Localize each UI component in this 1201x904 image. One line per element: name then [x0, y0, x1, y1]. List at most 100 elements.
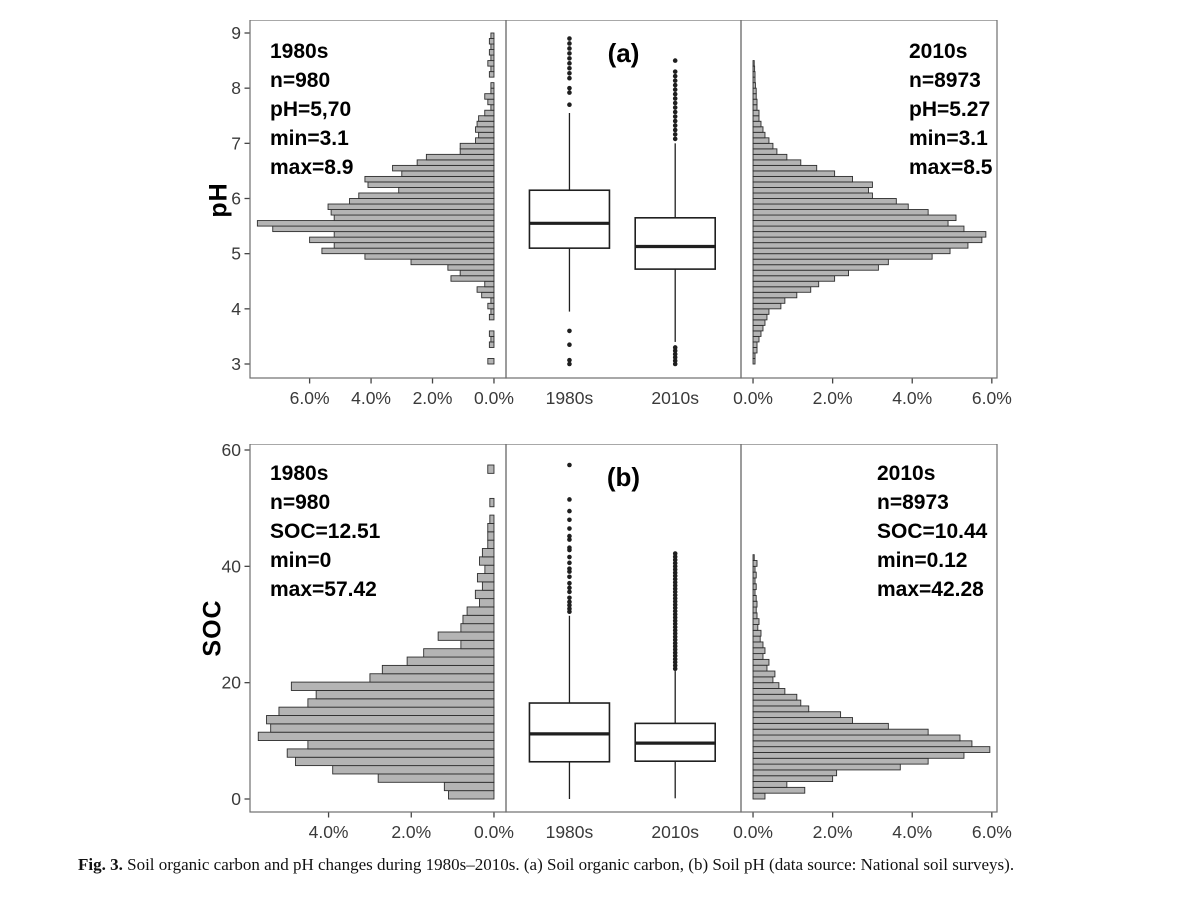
histogram-bar — [401, 170, 495, 177]
histogram-bar — [460, 623, 495, 633]
histogram-bar — [488, 341, 495, 348]
histogram-bar — [406, 656, 495, 666]
outlier-dot — [567, 497, 572, 502]
outlier-dot — [672, 100, 678, 106]
outlier-dot — [567, 462, 572, 468]
outlier-dot — [672, 58, 678, 63]
histogram-bar — [752, 734, 961, 742]
outlier-dot — [567, 61, 572, 66]
histogram-bar — [752, 775, 834, 783]
histogram-bar — [257, 731, 495, 742]
histogram-bar — [752, 722, 889, 730]
outlier-dot — [567, 560, 572, 566]
outlier-dot — [672, 653, 678, 659]
outlier-dot — [567, 526, 572, 531]
histogram-bar — [752, 291, 798, 299]
histogram-bar — [752, 148, 778, 155]
x-tick-label: 0.0% — [474, 388, 514, 408]
histogram-bar — [752, 589, 756, 596]
outlier-dot — [567, 56, 572, 61]
y-tick-label: 60 — [222, 444, 242, 460]
histogram-bar — [752, 792, 766, 800]
outlier-dot — [672, 118, 678, 124]
histogram-bar — [752, 87, 757, 95]
outlier-dot — [672, 637, 678, 643]
outlier-dot — [567, 603, 572, 608]
histogram-bar — [484, 564, 495, 575]
histogram-bar — [752, 65, 756, 73]
histogram-bar — [752, 175, 853, 183]
outlier-dot — [567, 589, 572, 595]
histogram-bar — [488, 330, 495, 337]
outlier-dot — [672, 136, 678, 142]
boxplot-1980s-soc — [528, 462, 611, 799]
histogram-bar — [487, 60, 495, 67]
histogram-bar — [752, 198, 897, 205]
figure-caption: Fig. 3. Soil organic carbon and pH chang… — [78, 855, 1140, 875]
outlier-dot — [672, 647, 678, 652]
histogram-bar — [330, 209, 495, 216]
histogram-bar — [752, 258, 889, 266]
histogram-bar — [752, 341, 758, 348]
outlier-dot — [672, 583, 678, 588]
outlier-dot — [672, 69, 678, 74]
outlier-dot — [672, 109, 678, 115]
histogram-bar — [752, 612, 758, 620]
outlier-dot — [567, 554, 572, 560]
histogram-bar — [490, 43, 495, 50]
x-tick-label: 6.0% — [972, 388, 1012, 408]
x-tick-label: 4.0% — [351, 388, 391, 408]
outlier-dot — [672, 631, 678, 636]
histogram-bar — [752, 717, 853, 724]
histogram-bar — [487, 98, 495, 106]
outlier-dot — [567, 70, 572, 76]
histogram-bar — [752, 236, 983, 244]
annotation-1980s-soc-line: 1980s — [270, 462, 328, 485]
outlier-dot — [567, 46, 572, 51]
histogram-bar — [752, 358, 756, 365]
outlier-dot — [567, 357, 572, 363]
histogram-bar — [487, 358, 495, 365]
histogram-bar — [490, 87, 495, 95]
histogram-bar — [752, 711, 842, 719]
histogram-bar — [475, 137, 495, 144]
outlier-dot — [672, 624, 678, 630]
boxplot-2010s-soc — [634, 551, 716, 799]
outlier-dot — [672, 573, 678, 579]
x-tick-label: 2.0% — [813, 388, 853, 408]
x-tick-label: 6.0% — [972, 822, 1012, 842]
annotation-1980s-soc-line: max=57.42 — [270, 578, 377, 601]
annotation-1980s-ph-line: pH=5,70 — [270, 98, 351, 121]
outlier-dot — [672, 628, 678, 633]
outlier-dot — [672, 105, 678, 110]
histogram-bar — [286, 748, 495, 758]
histogram-bar — [752, 60, 755, 67]
outlier-dot — [672, 612, 678, 617]
histogram-bar — [358, 192, 495, 199]
outlier-dot — [672, 91, 678, 97]
outlier-dot — [567, 508, 572, 514]
histogram-bar — [752, 181, 873, 188]
outlier-dot — [567, 90, 572, 95]
histogram-bar — [752, 618, 760, 625]
box-iqr — [528, 189, 611, 249]
histogram-bar — [752, 606, 757, 614]
histogram-bar — [448, 790, 495, 800]
histogram-bar — [410, 258, 495, 266]
histogram-bar — [752, 209, 929, 216]
outlier-dot — [672, 570, 678, 576]
histogram-bar — [752, 330, 762, 337]
histogram-bar — [369, 673, 495, 683]
y-tick-label: 6 — [231, 189, 241, 209]
y-tick-label: 5 — [231, 244, 241, 264]
histogram-bar — [752, 699, 802, 707]
outlier-dot — [672, 634, 678, 640]
histogram-bar — [479, 556, 495, 566]
histogram-bar — [752, 757, 929, 765]
outlier-dot — [672, 132, 678, 137]
histogram-bar — [752, 752, 965, 759]
histogram-bar — [752, 781, 788, 788]
outlier-dot — [672, 663, 678, 668]
histogram-bar — [332, 765, 495, 775]
outlier-dot — [672, 640, 678, 646]
